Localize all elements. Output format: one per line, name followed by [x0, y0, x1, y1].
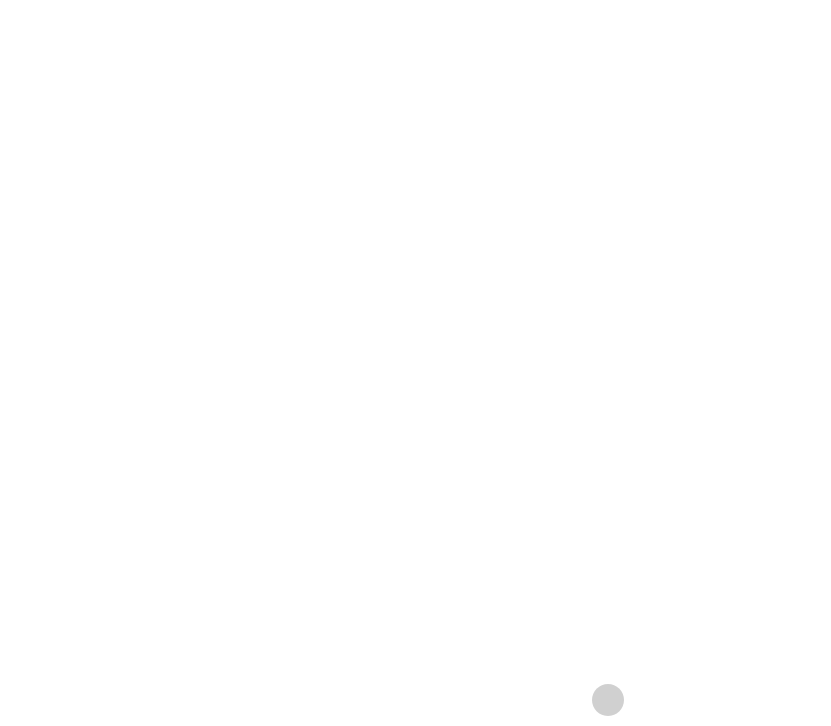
panel-b-chart: [0, 240, 300, 390]
panel-f: [555, 240, 831, 490]
panel-c-chart: [277, 0, 577, 150]
panel-g-chart: [0, 490, 300, 640]
panel-e-chart: [555, 0, 831, 150]
panel-h-chart: [277, 490, 577, 640]
panel-e: [555, 0, 831, 240]
panel-b: [0, 240, 277, 490]
panel-g: [0, 490, 277, 726]
panel-h: [277, 490, 555, 726]
panel-a-chart: [0, 0, 300, 150]
panel-i: [555, 490, 831, 726]
panel-f-chart: [555, 240, 831, 390]
panel-d: [277, 240, 555, 490]
panel-c: [277, 0, 555, 240]
panel-d-chart: [277, 240, 577, 390]
panel-a: [0, 0, 277, 240]
panel-i-chart: [555, 490, 831, 640]
